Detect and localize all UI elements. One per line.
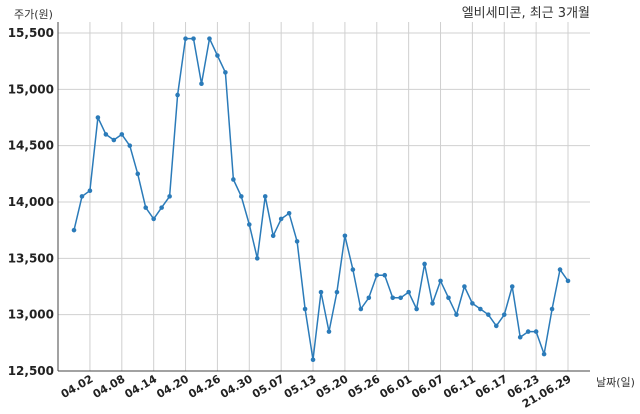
data-point — [374, 272, 380, 278]
series-line — [73, 37, 569, 361]
data-point — [533, 329, 539, 334]
data-point — [286, 210, 292, 216]
data-point — [239, 194, 244, 199]
x-tick-label: 05.07 — [250, 372, 287, 401]
data-point — [398, 295, 403, 301]
series-line-group — [73, 37, 569, 361]
y-axis-label: 주가(원) — [14, 8, 53, 21]
data-point — [342, 233, 348, 239]
data-point — [95, 115, 101, 120]
data-point — [454, 312, 459, 317]
chart-title: 엘비세미콘, 최근 3개월 — [462, 6, 590, 21]
x-tick-label: 06.01 — [378, 372, 415, 401]
y-tick-label: 15,000 — [8, 82, 54, 96]
data-point — [191, 36, 196, 41]
data-point — [358, 306, 364, 312]
x-tick-label: 04.30 — [218, 372, 255, 401]
data-point — [79, 194, 85, 199]
x-tick-label: 04.14 — [123, 372, 160, 401]
data-point — [517, 334, 523, 340]
data-point — [334, 289, 340, 295]
x-tick-label: 04.02 — [59, 372, 96, 401]
x-axis-label: 날짜(일) — [596, 375, 635, 389]
data-point — [87, 188, 93, 194]
data-point — [262, 194, 268, 199]
data-point — [414, 306, 419, 312]
data-point — [71, 227, 77, 233]
y-tick-label: 12,500 — [8, 364, 54, 378]
data-point — [310, 357, 316, 363]
data-point — [270, 233, 276, 239]
data-point — [541, 351, 547, 357]
data-point — [167, 194, 172, 199]
data-point — [470, 301, 475, 306]
data-point — [422, 261, 427, 267]
data-point — [246, 222, 252, 227]
data-point — [223, 70, 228, 75]
data-point — [254, 256, 260, 261]
x-tick-label: 05.26 — [346, 372, 383, 401]
y-tick-label: 14,000 — [8, 195, 54, 209]
x-tick-label: 06.11 — [441, 372, 478, 401]
data-point — [127, 143, 133, 148]
data-point — [278, 216, 284, 222]
x-tick-label: 04.26 — [186, 372, 223, 401]
x-tick-label: 06.07 — [409, 372, 446, 401]
data-point — [326, 329, 332, 334]
y-tick-label: 14,500 — [8, 139, 54, 153]
data-point — [525, 329, 531, 334]
x-tick-label: 04.20 — [154, 372, 191, 401]
data-point — [509, 284, 515, 289]
data-point — [215, 53, 220, 58]
x-tick-label: 06.17 — [473, 372, 510, 401]
data-point — [565, 278, 571, 284]
data-point — [382, 272, 388, 278]
data-point — [302, 306, 308, 312]
data-point — [478, 306, 483, 312]
data-point — [175, 92, 180, 98]
data-point — [199, 81, 204, 86]
data-point — [318, 289, 324, 295]
y-tick-label: 13,000 — [8, 308, 54, 322]
x-tick-label: 04.08 — [91, 372, 128, 401]
data-point — [294, 239, 300, 244]
data-point — [406, 289, 411, 295]
data-point — [151, 216, 156, 222]
data-point — [557, 267, 563, 272]
y-tick-label: 15,500 — [8, 26, 54, 40]
data-point — [143, 205, 149, 210]
data-point — [549, 306, 555, 312]
data-point — [207, 36, 212, 41]
data-point — [438, 278, 443, 284]
data-point — [430, 301, 435, 306]
x-tick-label: 05.20 — [314, 372, 351, 401]
data-points — [71, 36, 571, 363]
data-point — [493, 323, 499, 329]
data-point — [366, 295, 372, 301]
data-point — [390, 295, 396, 301]
data-point — [159, 205, 164, 210]
x-tick-label: 05.13 — [282, 372, 319, 401]
data-point — [486, 312, 491, 317]
axes — [57, 22, 590, 372]
data-point — [111, 137, 117, 143]
data-point — [501, 312, 507, 317]
data-point — [350, 267, 356, 272]
y-tick-label: 13,500 — [8, 251, 54, 265]
data-point — [135, 171, 141, 177]
data-point — [231, 177, 236, 182]
data-point — [446, 295, 451, 301]
data-point — [103, 132, 109, 137]
data-point — [462, 284, 467, 289]
data-point — [183, 36, 188, 41]
grid — [58, 22, 590, 372]
data-point — [119, 132, 125, 137]
